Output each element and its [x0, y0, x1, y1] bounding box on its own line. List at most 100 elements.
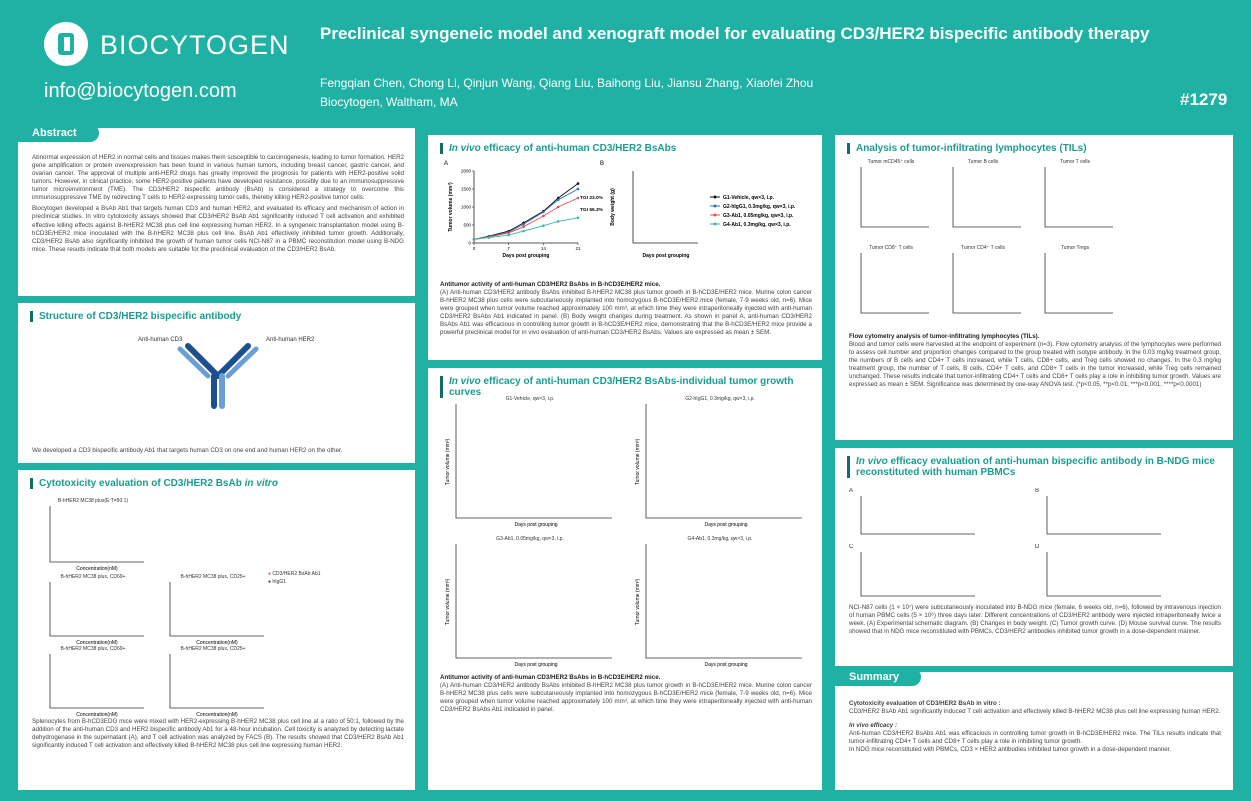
data-point [576, 216, 580, 220]
paragraph: Abnormal expression of HER2 in normal ce… [32, 154, 404, 202]
legend-entry: ● CD3/HER2 BsAb Ab1 [268, 571, 321, 577]
figure-title: G3-Ab1, 0.05mg/kg, qw×3, i.p. [496, 536, 564, 542]
section-title: Cytotoxicity evaluation of CD3/HER2 BsAb… [30, 478, 405, 489]
antibody-shape [177, 343, 259, 409]
summary-paragraph: In NDG mice reconstituted with PBMCs, CD… [849, 746, 1172, 754]
y-axis-label: Body weight (g) [610, 188, 616, 226]
section-title: In vivo efficacy of anti-human CD3/HER2 … [440, 376, 812, 398]
summary-panel: Summary Cytotoxicity evaluation of CD3/H… [835, 668, 1233, 790]
figure-frame: Tumor volume (mm³) Days post grouping [445, 404, 612, 528]
axis [860, 552, 975, 597]
x-axis-label: Days post grouping [643, 253, 690, 259]
figure-frame: Tumor volume (mm³) Days post grouping [635, 544, 802, 668]
section-title: Summary [835, 668, 922, 686]
figure-frame: Concentration(nM) [49, 582, 144, 646]
x-axis-label: Days post grouping [503, 253, 550, 259]
figure-title: B-hHER2 MC38 plus(E:T=50:1) [57, 498, 129, 504]
mini-figure: D [1035, 544, 1165, 611]
mini-figure: B-hHER2 MC38 plus(E:T=50:1) Concentration… [38, 498, 148, 577]
figure-title: Tumor Tregs [1060, 245, 1090, 251]
section-title: Abstract [18, 124, 99, 142]
axis-label: Days post grouping [704, 522, 747, 528]
data-point [576, 182, 580, 185]
axis [1044, 167, 1113, 228]
caption-title: Flow cytometry analysis of tumor-infiltr… [849, 333, 1040, 340]
data-point [542, 224, 545, 228]
figure-title: G4-Ab1, 0.3mg/kg, qw×3, i.p. [687, 536, 753, 542]
annotation: TGI 23.0% [580, 195, 604, 201]
legend-text: G4-Ab1, 0.3mg/kg, qw×3, i.p. [723, 222, 791, 228]
axis [1046, 552, 1161, 597]
logo-icon [44, 22, 88, 66]
abstract-text: Abnormal expression of HER2 in normal ce… [32, 154, 404, 257]
figure-title: B-hHER2 MC38 plus, CD69+ [60, 574, 126, 580]
legend: ● CD3/HER2 BsAb Ab1 ● hIgG1 [268, 570, 321, 586]
figure-frame [860, 552, 975, 597]
label-her2: Anti-human HER2 [266, 337, 315, 343]
figure-frame [860, 496, 975, 535]
mini-figure: Tumor T cells [1033, 159, 1117, 242]
title-text: efficacy evaluation of anti-human bispec… [856, 456, 1215, 478]
title-em: in vitro [244, 478, 278, 489]
annotation: TGI 56.3% [580, 207, 604, 213]
axis-label: Tumor volume (mm³) [445, 578, 451, 625]
title-text: Cytotoxicity evaluation of CD3/HER2 BsAb [39, 478, 242, 489]
axis [455, 544, 612, 659]
figure-frame [1044, 167, 1113, 228]
mini-figure: B-hHER2 MC38 plus, CD25+ Concentration(nM… [158, 646, 268, 723]
section-title: Structure of CD3/HER2 bispecific antibod… [30, 311, 405, 322]
tils-panel: Analysis of tumor-infiltrating lymphocyt… [835, 135, 1233, 440]
figure-frame [860, 167, 929, 228]
data-point [556, 198, 560, 202]
mini-figure: Tumor CD8⁺ T cells [849, 245, 933, 328]
x-tick-label: 7 [507, 246, 510, 251]
data-point [507, 233, 510, 237]
figure-title: B-hHER2 MC38 plus, CD25+ [180, 646, 246, 652]
chart: A 0 500 1000 1500 2000 0 7 14 21 Days post groupin… [444, 161, 796, 259]
figure-frame [1046, 552, 1161, 597]
individual-caption: Antitumor activity of anti-human CD3/HER… [440, 674, 812, 714]
mini-figure: C [849, 544, 979, 611]
legend-marker [713, 195, 717, 199]
section-title: Analysis of tumor-infiltrating lymphocyt… [847, 143, 1223, 154]
invivo-panel: In vivo efficacy of anti-human CD3/HER2 … [428, 135, 822, 360]
data-point [507, 231, 510, 235]
caption-title: Antitumor activity of anti-human CD3/HER… [440, 281, 661, 288]
axis [952, 167, 1021, 228]
legend-text: hIgG1 [272, 579, 287, 585]
cytotoxicity-text: Splenocytes from B-hCD3EDG mice were mix… [32, 718, 404, 750]
figure-title: B-hHER2 MC38 plus, CD25+ [180, 574, 246, 580]
axis-label: Days post grouping [514, 662, 557, 668]
title-em: In vivo [856, 456, 888, 467]
legend-entry: ● hIgG1 [268, 579, 287, 585]
mini-figure: B [1035, 488, 1165, 549]
legend-text: G1-Vehicle, qw×3, i.p. [723, 195, 775, 201]
title-em: In vivo [449, 376, 481, 387]
axis [645, 544, 802, 659]
figure-title: C [849, 544, 854, 550]
legend-text: G2-hIgG1, 0.3mg/kg, qw×3, i.p. [723, 204, 796, 210]
x-tick-label: 21 [575, 246, 581, 251]
data-point [472, 238, 476, 241]
poster-title: Preclinical syngeneic model and xenograf… [320, 24, 1150, 43]
mini-figure: B-hHER2 MC38 plus, CD69+ Concentration(nM… [38, 574, 148, 651]
axis [632, 171, 698, 244]
figure-title: Tumor CD8⁺ T cells [869, 245, 913, 251]
figure-title: Tumor mCD45⁺ cells [867, 159, 915, 165]
summary-heading: Cytotoxicity evaluation of CD3/HER2 BsAb… [849, 700, 1001, 707]
figure-frame: Tumor volume (mm³) Days post grouping [635, 404, 802, 528]
axis-label: Tumor volume (mm³) [635, 438, 641, 485]
figure-title: Tumor T cells [1060, 159, 1090, 165]
axis-label: Days post grouping [514, 522, 557, 528]
figure-frame [952, 167, 1021, 228]
axis [952, 253, 1021, 314]
caption: (A) Anti-human CD3/HER2 antibody BsAbs i… [440, 682, 812, 714]
y-tick-label: 1000 [461, 205, 472, 210]
paragraph: Biocytogen developed a BsAb Ab1 that tar… [32, 205, 404, 253]
figure-title: Tumor CD4⁺ T cells [961, 245, 1005, 251]
mini-figure: G4-Ab1, 0.3mg/kg, qw×3, i.p. Tumor volume… [634, 536, 806, 673]
y-tick-label: 1500 [461, 187, 472, 192]
data-point [522, 229, 525, 233]
summary-heading: In vivo efficacy : [849, 722, 898, 730]
summary-text: Cytotoxicity evaluation of CD3/HER2 BsAb… [849, 700, 1221, 757]
